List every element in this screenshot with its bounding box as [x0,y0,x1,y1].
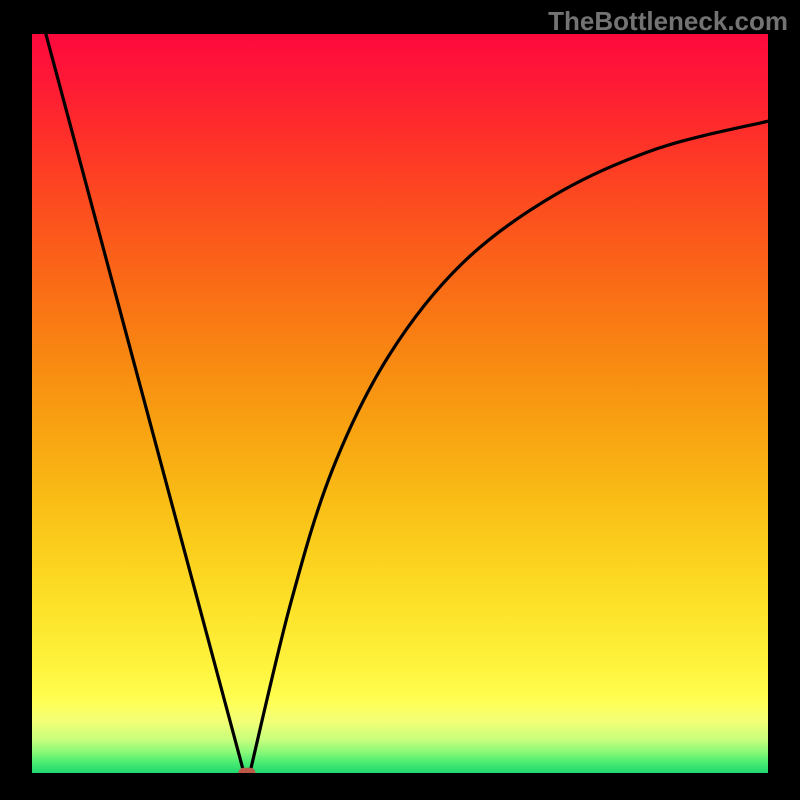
plot-area [32,0,768,778]
watermark-text: TheBottleneck.com [548,6,788,37]
gradient-background [32,34,768,773]
chart-svg [0,0,800,800]
